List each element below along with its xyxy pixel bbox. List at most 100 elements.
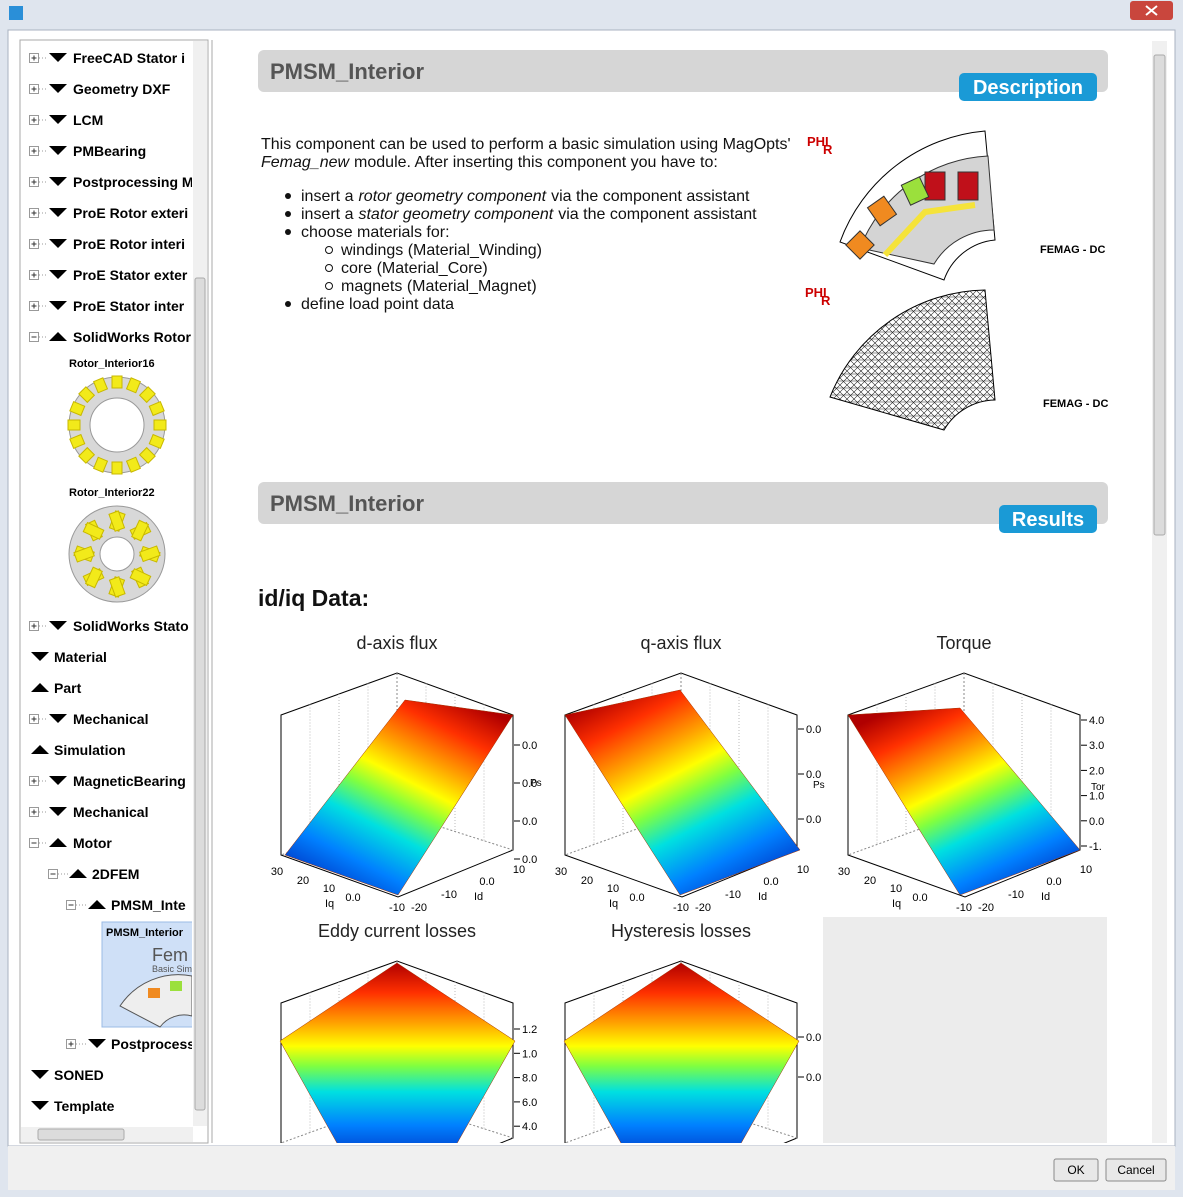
thumbnail-label[interactable]: Rotor_Interior16 [69,358,155,370]
tree-label[interactable]: Postprocessing [111,1036,216,1052]
figure-caption: FEMAG - DC [1043,398,1108,410]
tree-arrow[interactable] [49,807,67,816]
tree-arrow[interactable] [31,1101,49,1110]
tree-arrow[interactable] [49,208,67,217]
tree-arrow[interactable] [88,900,106,909]
x-axis-label: Iq [325,898,334,910]
x-axis-label: Iq [892,898,901,910]
logo: R [821,293,831,308]
tree-label[interactable]: Postprocessing M [73,174,194,190]
tree-arrow[interactable] [31,683,49,692]
tree-arrow[interactable] [31,1070,49,1079]
y-tick-label: -10 [725,889,741,901]
magnet [957,171,979,201]
bullet [285,229,291,235]
app-icon [9,6,23,20]
thumbnail-label[interactable]: Rotor_Interior22 [69,487,155,499]
tree-arrow[interactable] [88,1039,106,1048]
step-text: via the component assistant [551,188,750,205]
tree-label[interactable]: SolidWorks Stato [73,618,189,634]
x-tick-label: 0.0 [629,892,644,904]
cancel-button[interactable] [1105,1158,1167,1182]
step-text: via the component assistant [558,206,757,223]
magnet [924,171,946,201]
tree-arrow[interactable] [49,115,67,124]
tree-label[interactable]: ProE Stator exter [73,267,188,283]
tree-arrow[interactable] [69,869,87,878]
y-tick-label: 0.0 [479,876,494,888]
sub-bullet [325,246,333,254]
tree-label[interactable]: ProE Rotor exteri [73,205,188,221]
tree-label[interactable]: Material [54,649,107,665]
tree-arrow[interactable] [31,745,49,754]
z-tick-label: 4.0 [522,1121,537,1133]
tree-label[interactable]: SolidWorks Rotor [73,329,192,345]
section-title: PMSM_Interior [270,491,424,516]
tree-arrow[interactable] [49,177,67,186]
logo: R [823,142,833,157]
tree-label[interactable]: MagneticBearing [73,773,186,789]
badge-label: Description [973,77,1083,99]
tree-label[interactable]: Template [54,1098,115,1114]
tree-label[interactable]: Simulation [54,742,126,758]
plot-title: d-axis flux [356,633,437,653]
tree-arrow[interactable] [49,776,67,785]
magnet [125,377,142,394]
tree-label[interactable]: ProE Stator inter [73,298,185,314]
y-axis-label: Id [474,891,483,903]
x-tick-label: 0.0 [345,892,360,904]
preview-slot [170,981,182,991]
z-tick-label: 8.0 [522,1073,537,1085]
results-heading: id/iq Data: [258,585,369,611]
tree-arrow[interactable] [49,53,67,62]
tree-label[interactable]: Mechanical [73,711,148,727]
y-tick-label: 10 [797,864,809,876]
tree-label[interactable]: LCM [73,112,103,128]
ok-button[interactable] [1053,1158,1099,1182]
section-title: PMSM_Interior [270,59,424,84]
x-tick-label: 10 [323,883,335,895]
y-tick-label: -10 [673,902,689,914]
plot-title: q-axis flux [640,633,721,653]
tree-arrow[interactable] [49,301,67,310]
tree-arrow[interactable] [49,84,67,93]
tree-hscroll-thumb[interactable] [37,1128,125,1141]
tree-label[interactable]: PMBearing [73,143,146,159]
magnet [148,400,165,417]
tree-label[interactable]: Geometry DXF [73,81,171,97]
z-tick-label: 0.0 [522,854,537,866]
step-text: insert a [301,206,354,223]
tree-vscroll-thumb[interactable] [194,277,206,1111]
tree-label[interactable]: ProE Rotor interi [73,236,185,252]
tree-arrow[interactable] [49,714,67,723]
tree-arrow[interactable] [31,652,49,661]
tree-label[interactable]: SONED [54,1067,104,1083]
y-axis-label: Id [1041,891,1050,903]
tree-arrow[interactable] [49,146,67,155]
tree-arrow[interactable] [49,270,67,279]
step: define load point data [301,296,454,313]
tree-label[interactable]: Mechanical [73,804,148,820]
surface [847,707,1081,896]
tree-label[interactable]: Part [54,680,82,696]
tree-arrow[interactable] [49,838,67,847]
ok-label[interactable]: OK [1067,1163,1084,1177]
magnet [111,461,123,475]
magnet [78,386,96,404]
x-tick-label: 30 [271,866,283,878]
logo: PHI [805,285,827,300]
tree-label[interactable]: PMSM_Inte [111,897,186,913]
tree-arrow[interactable] [49,239,67,248]
tree-label[interactable]: 2DFEM [92,866,139,882]
cancel-label[interactable]: Cancel [1117,1163,1154,1177]
tree-label[interactable]: FreeCAD Stator i [73,50,185,66]
figure-caption: FEMAG - DC [1040,244,1105,256]
empty-plot-cell [823,917,1107,1143]
content-vscroll-thumb[interactable] [1153,54,1166,536]
tree-arrow[interactable] [49,621,67,630]
plot-title: Torque [936,633,991,653]
step: insert a stator geometry component via the… [301,206,757,223]
tree-label[interactable]: Motor [73,835,112,851]
x-tick-label: 10 [607,883,619,895]
tree-arrow[interactable] [49,332,67,341]
